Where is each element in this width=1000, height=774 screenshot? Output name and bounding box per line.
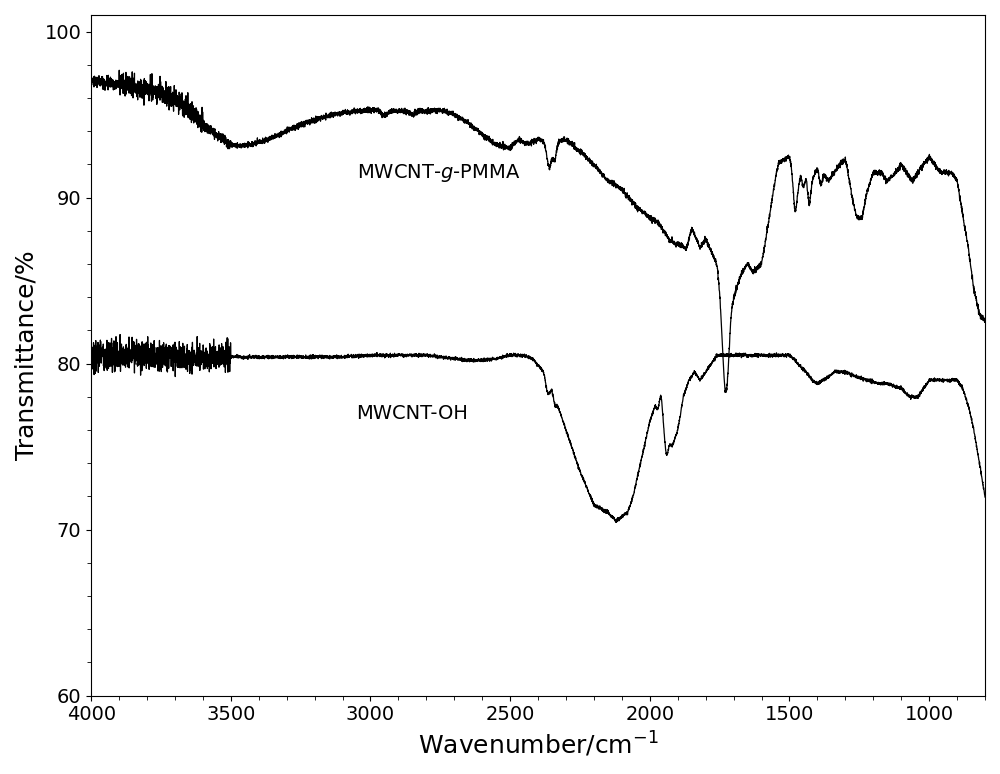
Text: MWCNT-OH: MWCNT-OH	[357, 404, 468, 423]
Y-axis label: Transmittance/%: Transmittance/%	[15, 251, 39, 460]
X-axis label: Wavenumber/cm$^{-1}$: Wavenumber/cm$^{-1}$	[418, 730, 658, 759]
Text: MWCNT-$g$-PMMA: MWCNT-$g$-PMMA	[357, 162, 520, 183]
